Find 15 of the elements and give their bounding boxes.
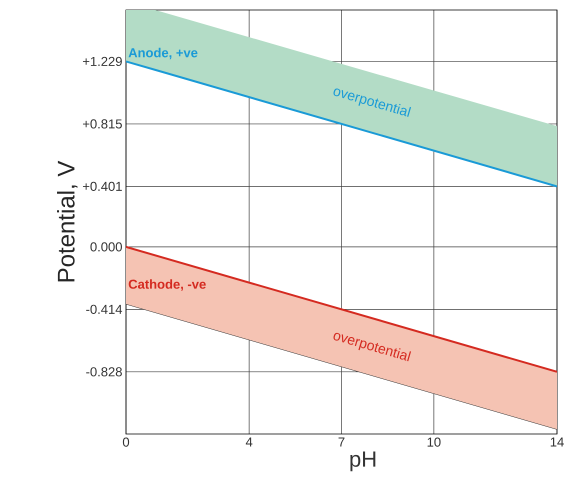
y-axis-title: Potential, V xyxy=(57,160,78,282)
x-tick-label: 0 xyxy=(122,438,130,447)
x-tick-label: 4 xyxy=(246,438,252,446)
y-tick-label: +0.401 xyxy=(82,182,122,191)
x-tick-label: 7 xyxy=(338,438,344,446)
x-tick-label: 10 xyxy=(428,438,441,447)
series-label: Anode, +ve xyxy=(128,48,198,60)
series-label: Cathode, -ve xyxy=(128,279,206,291)
y-tick-label: -0.828 xyxy=(86,367,122,376)
x-tick-label: 14 xyxy=(550,438,564,446)
y-tick-label: -0.414 xyxy=(86,304,122,314)
y-tick-label: 0.000 xyxy=(90,242,122,252)
y-tick-label: +0.815 xyxy=(82,119,122,129)
y-tick-label: +1.229 xyxy=(82,56,122,66)
x-axis-title: pH xyxy=(350,452,376,472)
